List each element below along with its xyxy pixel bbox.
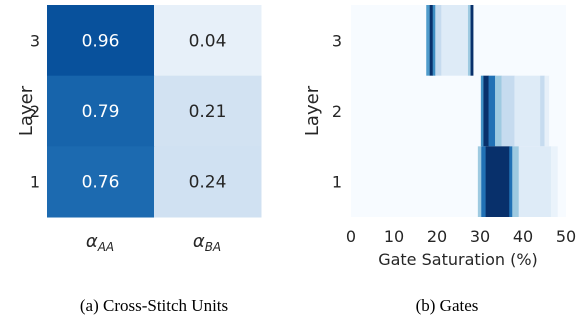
gates-panel: 3 2 1 0 10 20 30 40 50 Layer Gate Saturation (%…	[302, 5, 576, 315]
y-tick-label: 1	[332, 173, 342, 192]
cell-value-label: 0.04	[189, 31, 227, 51]
cross-stitch-cell-values: 0.96 0.04 0.79 0.21 0.76 0.24	[82, 31, 227, 192]
gate-band-layer-2-1	[480, 75, 484, 147]
gate-band-layer-3-2	[429, 5, 433, 76]
gate-band-layer-2-5	[501, 75, 515, 147]
cross-stitch-panel: 0.96 0.04 0.79 0.21 0.76 0.24 3 2 1 αAA αBA Lay…	[16, 5, 262, 315]
gate-band-layer-1-2	[481, 146, 486, 217]
y-tick-label: 1	[30, 173, 40, 192]
cell-value-label: 0.79	[82, 102, 120, 122]
x-tick-label: 40	[513, 227, 533, 246]
gates-x-axis-label: Gate Saturation (%)	[378, 250, 538, 269]
gate-band-layer-3-3	[432, 5, 436, 76]
y-tick-label: 2	[30, 102, 40, 121]
gate-band-layer-3-6	[467, 5, 471, 76]
gate-band-layer-2-8	[544, 75, 550, 147]
gates-caption: (b) Gates	[416, 296, 479, 315]
gates-y-axis-label: Layer	[302, 85, 323, 136]
gate-band-layer-3-1	[426, 5, 430, 76]
gate-band-layer-3-5	[441, 5, 469, 76]
cross-stitch-heatmap-cells	[47, 5, 262, 218]
cross-stitch-y-axis-label: Layer	[16, 85, 37, 136]
cell-value-label: 0.21	[189, 102, 227, 122]
x-tick-alpha-ba: αBA	[193, 231, 221, 254]
heatmap-cell-layer-1-col-1	[47, 146, 155, 218]
gate-band-layer-2-3	[488, 75, 496, 147]
x-tick-alpha-aa: αAA	[86, 231, 114, 254]
heatmap-cell-layer-3-col-1	[47, 5, 155, 77]
gates-y-ticks: 3 2 1	[332, 31, 342, 191]
x-tick-label: 10	[384, 227, 404, 246]
x-tick-label: 30	[470, 227, 490, 246]
cross-stitch-x-ticks: αAA αBA	[86, 231, 221, 254]
y-tick-label: 3	[332, 31, 342, 50]
x-tick-label: 0	[346, 227, 356, 246]
gate-band-layer-2-7	[540, 75, 545, 147]
cell-value-label: 0.96	[82, 31, 120, 51]
gate-band-layer-2-2	[483, 75, 489, 147]
cell-value-label: 0.24	[189, 173, 227, 193]
gate-band-layer-1-4	[509, 146, 513, 217]
heatmap-cell-layer-2-col-1	[47, 75, 155, 147]
gate-band-layer-3-7	[470, 5, 474, 76]
gate-band-layer-2-6	[514, 75, 541, 147]
gates-x-ticks: 0 10 20 30 40 50	[346, 227, 576, 246]
heatmap-cell-layer-3-col-2	[154, 5, 262, 77]
gate-band-layer-1-1	[477, 146, 482, 217]
heatmap-cell-layer-2-col-2	[154, 75, 262, 147]
x-tick-label: 20	[427, 227, 447, 246]
cell-value-label: 0.76	[82, 173, 120, 193]
gate-band-layer-3-4	[435, 5, 442, 76]
gate-band-layer-2-4	[495, 75, 502, 147]
y-tick-label: 3	[30, 31, 40, 50]
x-tick-label: 50	[556, 227, 576, 246]
gate-band-layer-1-6	[518, 146, 552, 217]
y-tick-label: 2	[332, 102, 342, 121]
gate-band-layer-1-3	[485, 146, 510, 217]
gate-band-layer-1-7	[550, 146, 558, 217]
cross-stitch-y-ticks: 3 2 1	[30, 31, 40, 191]
heatmap-cell-layer-1-col-2	[154, 146, 262, 218]
gate-band-layer-1-5	[512, 146, 519, 217]
cross-stitch-caption: (a) Cross-Stitch Units	[80, 296, 228, 315]
gates-heatmap-bands	[426, 5, 558, 217]
